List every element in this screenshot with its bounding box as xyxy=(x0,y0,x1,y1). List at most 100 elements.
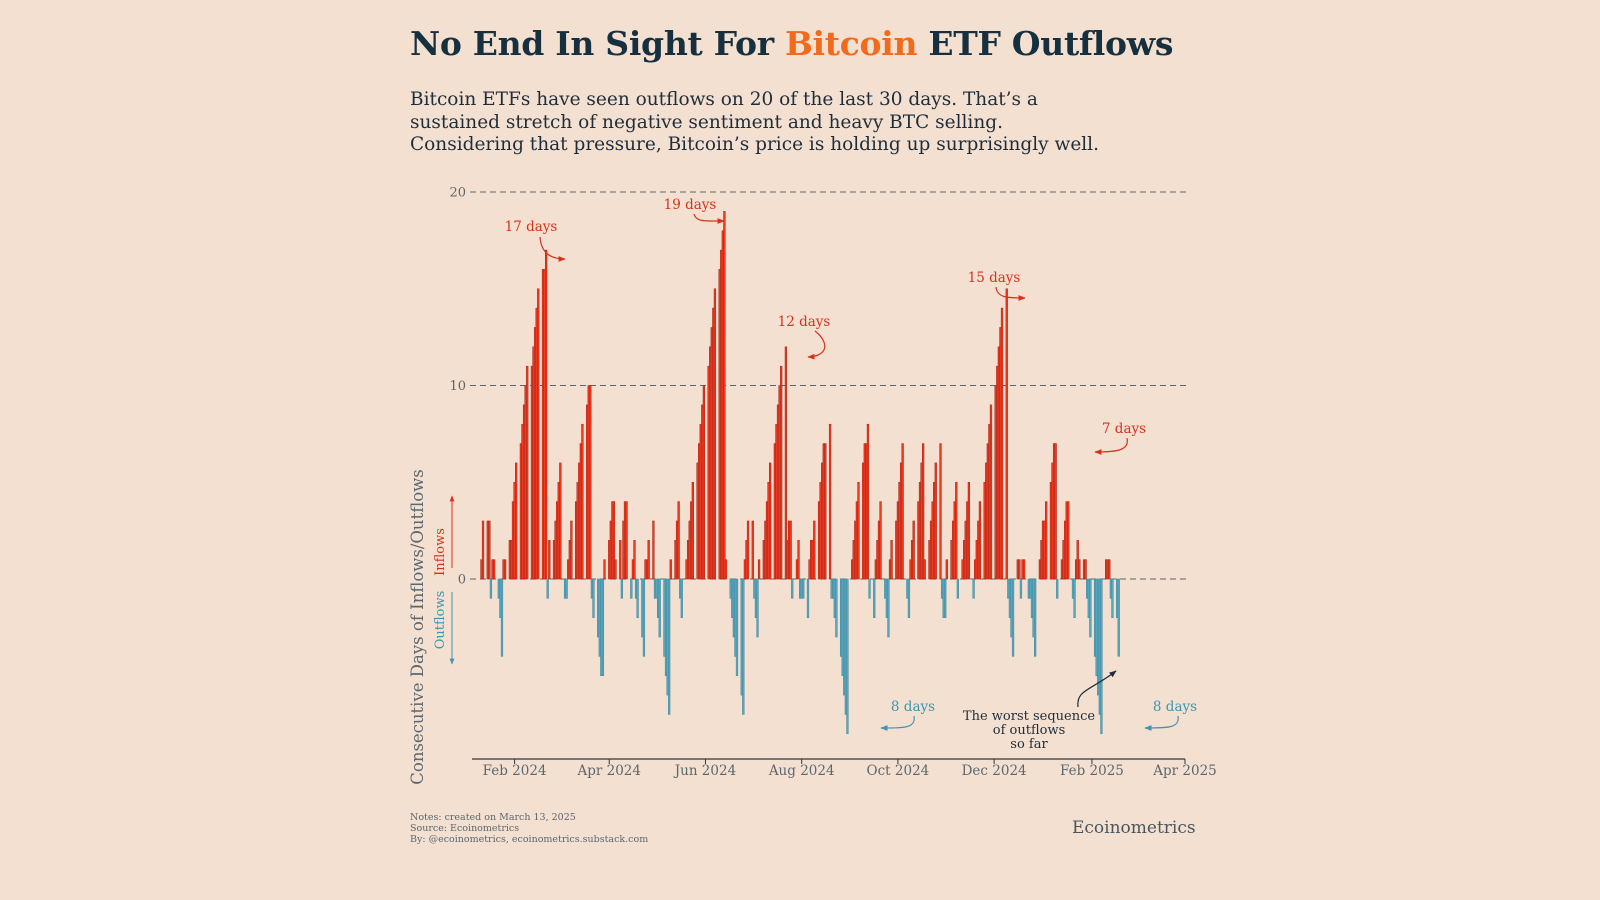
inflow-bar xyxy=(614,559,617,580)
inflow-bar xyxy=(603,559,606,580)
inflow-bar xyxy=(1022,559,1026,580)
outflow-bar xyxy=(802,578,805,599)
inflow-bar xyxy=(1000,307,1004,580)
inflow-bar xyxy=(955,482,958,580)
inflow-bar xyxy=(669,559,672,580)
annotation-arrow xyxy=(539,236,566,262)
outflow-bar xyxy=(630,578,633,599)
x-tick-label: Dec 2024 xyxy=(962,763,1027,779)
annotation-worst-sequence: The worst sequence of outflows so far xyxy=(963,709,1095,752)
y-axis: 0 10 20 xyxy=(449,186,466,588)
inflow-bar xyxy=(723,211,726,580)
title-text: No End In Sight For xyxy=(410,24,785,63)
outflow-bar xyxy=(944,578,947,618)
inflow-bar xyxy=(769,462,772,580)
inflow-bar xyxy=(784,346,788,580)
inflow-bar xyxy=(934,462,937,580)
inflow-bar xyxy=(797,540,800,580)
inflow-bar xyxy=(589,385,592,580)
x-axis: Feb 2024 Apr 2024 Jun 2024 Aug 2024 Oct 2024… xyxy=(483,759,1217,779)
by-line: By: @ecoinometrics, ecoinometrics.substa… xyxy=(410,834,649,845)
bars xyxy=(480,211,1120,735)
inflow-bar xyxy=(537,288,540,580)
y-axis-label: Consecutive Days of Inflows/Outflows xyxy=(408,469,427,784)
outflow-bar xyxy=(1117,578,1120,657)
inflow-bar xyxy=(923,559,926,580)
outflow-bar xyxy=(668,578,671,715)
y-axis-label-inflows: Inflows xyxy=(433,528,448,576)
title-text-end: ETF Outflows xyxy=(917,24,1174,63)
inflow-bar xyxy=(789,520,792,580)
inflow-bar xyxy=(912,520,915,580)
outflow-bar xyxy=(601,578,605,676)
outflow-bar xyxy=(956,578,959,599)
inflow-bar xyxy=(612,501,616,580)
inflow-bar xyxy=(1005,288,1008,580)
inflow-bar xyxy=(751,520,754,580)
outflow-bar xyxy=(636,578,639,618)
outflow-bar xyxy=(887,578,890,638)
annotation-17-days: 17 days xyxy=(505,219,558,235)
outflow-bar xyxy=(1073,578,1076,618)
y-axis-label-outflows: Outflows xyxy=(433,591,448,650)
inflow-bar xyxy=(724,559,728,580)
x-tick-label: Feb 2025 xyxy=(1060,763,1124,779)
outflow-bar xyxy=(620,578,623,599)
outflow-bar xyxy=(756,578,759,638)
annotation-arrow xyxy=(1077,670,1117,708)
outflow-bar xyxy=(1011,578,1015,657)
source-line: Source: Ecoinometrics xyxy=(410,823,520,834)
inflow-bar xyxy=(488,520,491,580)
inflow-bar xyxy=(545,249,548,580)
inflow-bar xyxy=(526,365,529,580)
outflow-bar xyxy=(907,578,911,618)
annotation-8-days-outflow: 8 days xyxy=(891,699,935,715)
outflow-bar xyxy=(806,578,810,618)
annotation-arrow xyxy=(995,286,1026,301)
inflow-bar xyxy=(945,559,948,580)
title-highlight: Bitcoin xyxy=(784,24,918,63)
outflow-bar xyxy=(1034,578,1037,657)
inflow-bar xyxy=(1078,559,1081,580)
inflow-bar xyxy=(901,443,904,580)
chart-title: No End In Sight For Bitcoin ETF Outflows xyxy=(410,24,1173,63)
x-tick-label: Jun 2024 xyxy=(673,763,736,779)
inflow-bar xyxy=(504,559,507,580)
outflow-bar xyxy=(846,578,849,735)
inflow-bar xyxy=(677,501,680,580)
annotation-arrow xyxy=(1094,437,1128,455)
outflow-bar xyxy=(658,578,661,638)
inflow-bar xyxy=(1045,501,1048,580)
inflow-bar xyxy=(1067,501,1070,580)
inflow-bar xyxy=(939,443,942,580)
inflow-bar xyxy=(857,482,860,580)
annotation-note-line: The worst sequence xyxy=(963,709,1095,724)
inflow-bar xyxy=(702,385,706,580)
outflow-bar xyxy=(735,578,739,676)
outflow-bar xyxy=(835,578,838,638)
inflow-bar xyxy=(548,540,551,580)
outflow-bar xyxy=(873,578,876,618)
outflow-bar xyxy=(642,578,646,657)
x-tick-label: Aug 2024 xyxy=(768,763,835,779)
inflow-bar xyxy=(746,520,750,580)
y-tick-label: 20 xyxy=(449,186,466,201)
inflow-bar xyxy=(559,462,562,580)
inflow-bar xyxy=(581,423,584,580)
annotation-19-days: 19 days xyxy=(664,197,717,213)
outflow-bar xyxy=(1019,578,1023,599)
footer-notes: Notes: created on March 13, 2025 Source:… xyxy=(410,812,648,845)
inflow-bar xyxy=(922,443,925,580)
inflow-bar xyxy=(879,501,882,580)
y-tick-label: 10 xyxy=(449,379,466,394)
outflow-bar xyxy=(546,578,549,599)
inflow-bar xyxy=(866,423,870,580)
annotation-arrow xyxy=(807,330,826,360)
inflow-bar xyxy=(978,501,982,580)
annotation-arrow xyxy=(693,213,725,224)
chart-subtitle: Bitcoin ETFs have seen outflows on 20 of… xyxy=(410,89,1099,155)
inflow-bar xyxy=(633,540,636,580)
outflow-bar xyxy=(868,578,871,599)
notes-line: Notes: created on March 13, 2025 xyxy=(410,812,576,823)
brand-logo-text: Ecoinometrics xyxy=(1072,818,1196,838)
